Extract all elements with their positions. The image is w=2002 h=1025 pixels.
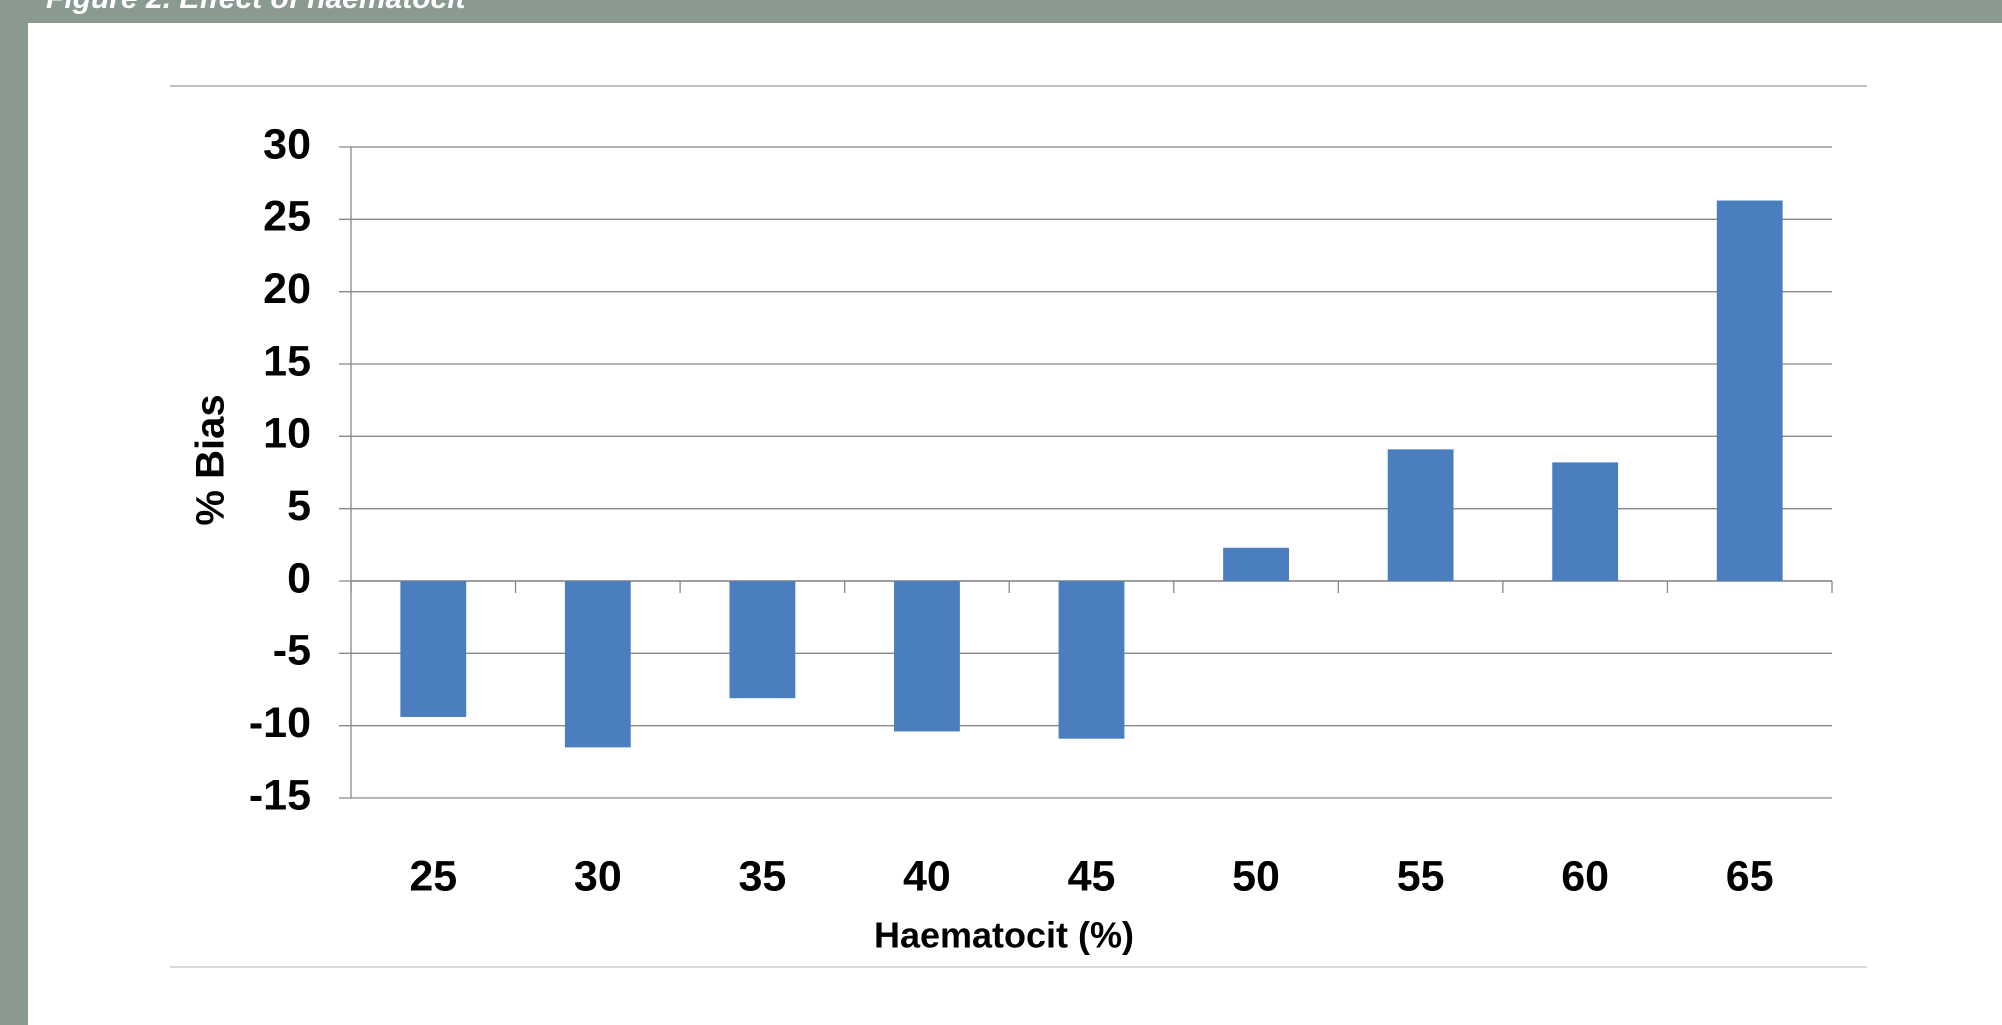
x-tick-label: 65 — [1726, 852, 1774, 900]
y-tick-label: 0 — [287, 554, 311, 602]
y-tick-label: -10 — [249, 699, 311, 747]
x-tick-label: 40 — [903, 852, 951, 900]
y-tick-label: 5 — [287, 482, 311, 530]
x-tick-label: 50 — [1232, 852, 1280, 900]
y-tick-label: 30 — [263, 120, 311, 168]
bar — [1387, 449, 1454, 581]
y-tick-label: 10 — [263, 410, 311, 458]
y-tick-label: -5 — [273, 627, 311, 675]
x-tick-label: 35 — [738, 852, 786, 900]
x-axis-title: Haematocit (%) — [874, 915, 1134, 956]
bar — [564, 581, 631, 748]
bar — [1058, 581, 1125, 739]
y-tick-label: 20 — [263, 265, 311, 313]
x-tick-label: 30 — [574, 852, 622, 900]
y-tick-label: 15 — [263, 337, 311, 385]
figure-caption: Figure 2. Effect of haematocit — [46, 0, 468, 15]
y-axis-title: % Bias — [189, 394, 233, 525]
y-tick-label: -15 — [249, 771, 311, 819]
y-tick-label: 25 — [263, 193, 311, 241]
bar — [400, 581, 467, 717]
bar — [1552, 462, 1619, 581]
bar — [1223, 547, 1289, 581]
bar — [894, 581, 960, 732]
x-tick-label: 25 — [409, 852, 457, 900]
x-tick-label: 45 — [1068, 852, 1116, 900]
bar — [1716, 200, 1783, 581]
bar — [729, 581, 796, 699]
x-tick-label: 60 — [1561, 852, 1609, 900]
panel — [28, 23, 2002, 1025]
x-tick-label: 55 — [1397, 852, 1445, 900]
